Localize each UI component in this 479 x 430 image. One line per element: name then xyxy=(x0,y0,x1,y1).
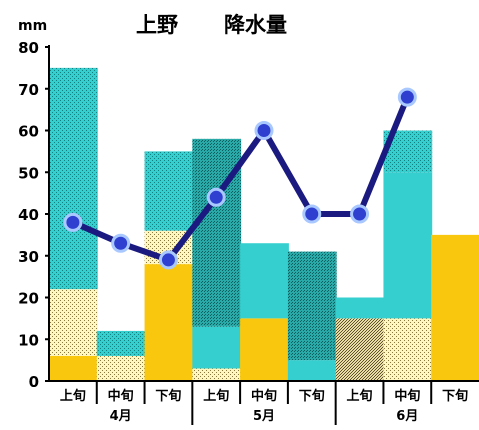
bar-segment-0-2 xyxy=(49,67,98,290)
y-tick-label: 40 xyxy=(18,206,39,224)
x-tick-label: 下旬 xyxy=(299,388,325,404)
bar-segment-5-0 xyxy=(287,360,337,381)
line-point xyxy=(111,233,131,253)
bar-segment-7-1 xyxy=(383,172,433,319)
line-point xyxy=(302,204,322,224)
x-tick-label: 中旬 xyxy=(251,388,277,404)
x-group-label: 4月 xyxy=(110,409,132,424)
x-tick-label: 下旬 xyxy=(442,388,468,404)
line-point xyxy=(63,212,83,232)
y-tick-label: 50 xyxy=(18,164,39,182)
x-group-label: 6月 xyxy=(396,409,418,424)
bar-segment-1-1 xyxy=(96,330,146,356)
y-tick-label: 30 xyxy=(18,248,39,266)
line-point xyxy=(350,204,370,224)
x-tick-label: 上旬 xyxy=(347,388,373,404)
line-layer xyxy=(63,87,417,270)
bar-layer xyxy=(49,67,479,381)
line-point xyxy=(397,87,417,107)
line-point xyxy=(206,187,226,207)
bar-segment-2-2 xyxy=(144,151,194,231)
y-tick-label: 10 xyxy=(18,331,39,349)
x-tick-label: 中旬 xyxy=(394,388,420,404)
bar-segment-5-1 xyxy=(287,251,337,361)
y-tick-label: 20 xyxy=(18,290,39,308)
y-tick-label: 80 xyxy=(18,39,39,57)
x-tick-label: 上旬 xyxy=(60,388,86,404)
chart-title-right: 降水量 xyxy=(224,13,287,37)
bar-segment-7-0 xyxy=(383,318,433,381)
x-axis: 上旬 中旬 下旬 上旬 中旬 下旬 上旬 中旬 下旬 4月 5月 6月 xyxy=(49,380,479,425)
y-tick-label: 0 xyxy=(29,373,39,391)
x-tick-label: 中旬 xyxy=(108,388,134,404)
bar-segment-8-0 xyxy=(431,234,479,381)
y-tick-label: 60 xyxy=(18,123,39,141)
bar-segment-2-0 xyxy=(144,264,194,381)
y-axis: 0 10 20 30 40 50 60 70 80 xyxy=(18,39,50,391)
line-point xyxy=(158,250,178,270)
bar-segment-6-0 xyxy=(335,318,385,381)
line-point xyxy=(254,121,274,140)
bar-segment-6-1 xyxy=(335,297,385,319)
bar-segment-4-0 xyxy=(240,318,289,381)
bar-segment-0-0 xyxy=(49,355,98,381)
y-unit-label: mm xyxy=(18,18,47,34)
chart-title-left: 上野 xyxy=(136,13,178,37)
x-group-label: 5月 xyxy=(253,409,275,424)
y-tick-label: 70 xyxy=(18,81,39,99)
x-tick-label: 上旬 xyxy=(203,388,229,404)
bar-segment-4-1 xyxy=(240,243,289,319)
bar-segment-3-1 xyxy=(192,326,242,369)
x-tick-label: 下旬 xyxy=(155,388,181,404)
bar-segment-3-2 xyxy=(192,138,242,327)
bar-segment-3-0 xyxy=(192,368,242,381)
bar-segment-0-1 xyxy=(49,289,98,356)
bar-segment-1-0 xyxy=(96,355,146,381)
